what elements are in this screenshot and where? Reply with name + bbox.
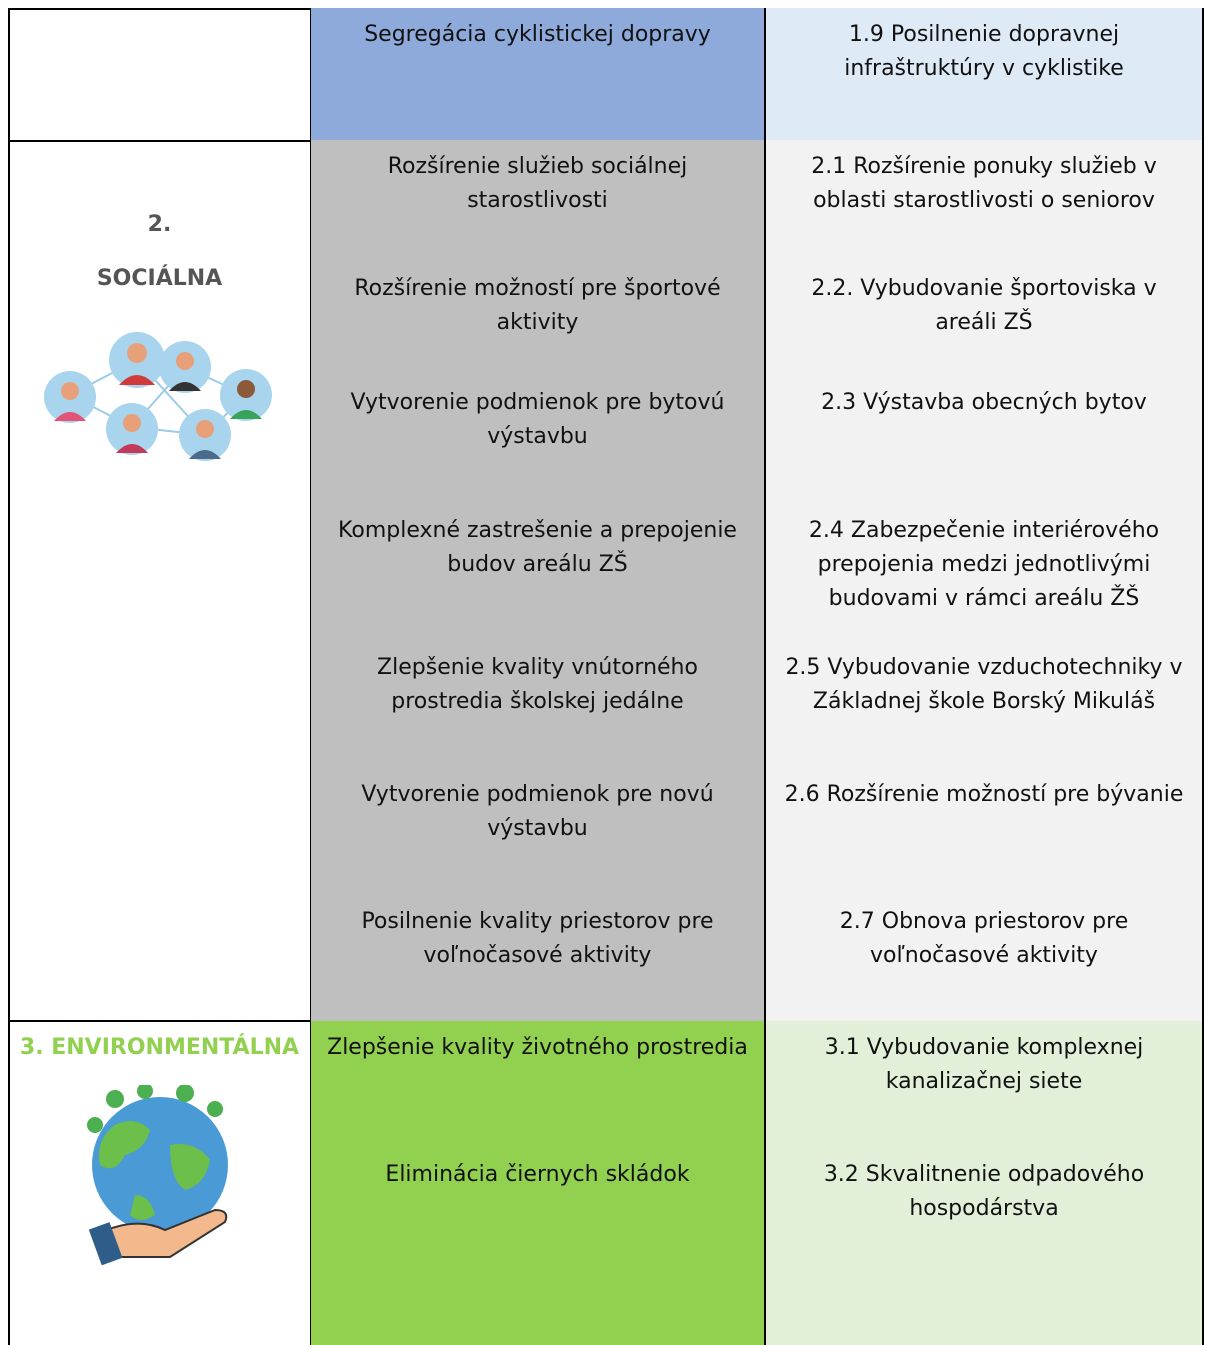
goal-cell: Eliminácia čiernych skládok (311, 1148, 766, 1345)
measure-cell: 1.9 Posilnenie dopravnej infraštruktúry … (766, 8, 1204, 142)
measure-cell: 2.7 Obnova priestorov pre voľnočasové ak… (766, 895, 1204, 1023)
goal-cell: Vytvorenie podmienok pre bytovú výstavbu (311, 376, 766, 506)
measure-cell: 3.2 Skvalitnenie odpadového hospodárstva (766, 1148, 1204, 1345)
globe-icon (87, 1085, 228, 1265)
goal-cell: Vytvorenie podmienok pre novú výstavbu (311, 768, 766, 897)
goal-cell: Zlepšenie kvality vnútorného prostredia … (311, 641, 766, 770)
measure-cell: 2.5 Vybudovanie vzduchotechniky v Základ… (766, 641, 1204, 770)
rule (8, 140, 311, 142)
measure-cell: 2.4 Zabezpečenie interiérového prepojeni… (766, 504, 1204, 643)
goal-cell: Komplexné zastrešenie a prepojenie budov… (311, 504, 766, 643)
section-name: SOCIÁLNA (96, 266, 223, 291)
goal-cell: Rozšírenie služieb sociálnej starostlivo… (311, 140, 766, 264)
rule (8, 1020, 311, 1022)
measure-cell: 3.1 Vybudovanie komplexnej kanalizačnej … (766, 1021, 1204, 1150)
people-icon (44, 332, 272, 461)
goal-cell: Zlepšenie kvality životného prostredia (311, 1021, 766, 1150)
goal-cell: Posilnenie kvality priestorov pre voľnoč… (311, 895, 766, 1023)
section-name: 3. ENVIRONMENTÁLNA (19, 1035, 300, 1060)
section-number: 2. (147, 212, 172, 237)
measure-cell: 2.6 Rozšírenie možností pre bývanie (766, 768, 1204, 897)
goal-cell: Rozšírenie možností pre športové aktivit… (311, 262, 766, 378)
left-border (8, 8, 10, 1345)
measure-cell: 2.2. Vybudovanie športoviska v areáli ZŠ (766, 262, 1204, 378)
goal-cell: Segregácia cyklistickej dopravy (311, 8, 766, 142)
measure-cell: 2.3 Výstavba obecných bytov (766, 376, 1204, 506)
measure-cell: 2.1 Rozšírenie ponuky služieb v oblasti … (766, 140, 1204, 264)
